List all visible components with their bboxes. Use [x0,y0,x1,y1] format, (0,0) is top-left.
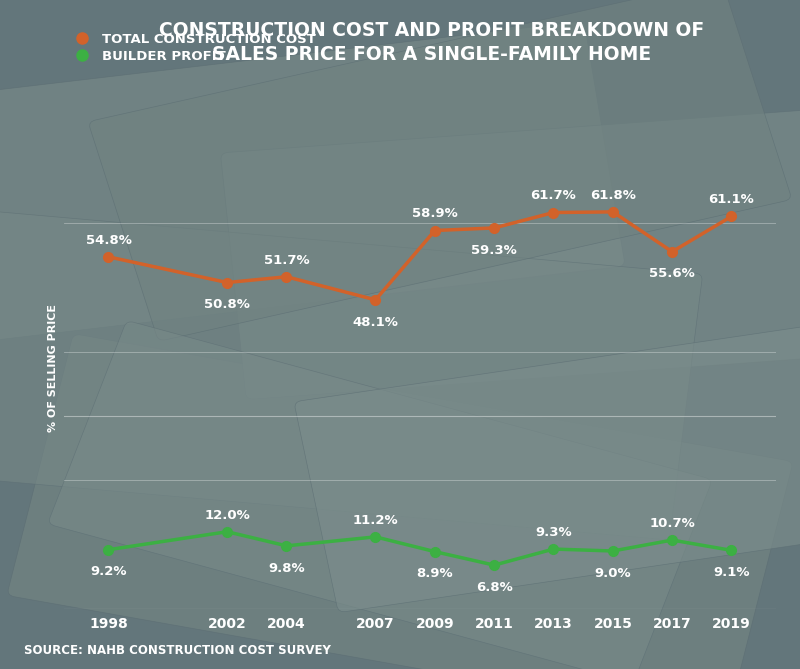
Text: 10.7%: 10.7% [650,517,695,530]
Legend: TOTAL CONSTRUCTION COST, BUILDER PROFIT: TOTAL CONSTRUCTION COST, BUILDER PROFIT [63,27,321,68]
FancyBboxPatch shape [90,0,790,340]
FancyBboxPatch shape [295,325,800,611]
Text: 55.6%: 55.6% [650,268,695,280]
Text: 9.0%: 9.0% [594,567,631,580]
Text: CONSTRUCTION COST AND PROFIT BREAKDOWN OF: CONSTRUCTION COST AND PROFIT BREAKDOWN O… [159,21,705,39]
Text: 51.7%: 51.7% [264,254,310,266]
Text: 59.3%: 59.3% [471,244,517,257]
FancyBboxPatch shape [50,322,710,669]
Text: 9.3%: 9.3% [535,526,572,539]
Text: 9.2%: 9.2% [90,565,126,579]
Text: SALES PRICE FOR A SINGLE-FAMILY HOME: SALES PRICE FOR A SINGLE-FAMILY HOME [213,45,651,64]
Text: 61.7%: 61.7% [530,189,576,202]
Text: 8.9%: 8.9% [417,567,453,580]
Text: 61.1%: 61.1% [709,193,754,206]
Y-axis label: % OF SELLING PRICE: % OF SELLING PRICE [49,304,58,432]
FancyBboxPatch shape [0,21,624,347]
Text: 11.2%: 11.2% [353,514,398,527]
Text: 12.0%: 12.0% [204,508,250,522]
Text: 58.9%: 58.9% [412,207,458,220]
Text: 50.8%: 50.8% [204,298,250,311]
Text: SOURCE: NAHB CONSTRUCTION COST SURVEY: SOURCE: NAHB CONSTRUCTION COST SURVEY [24,644,331,657]
Text: 9.8%: 9.8% [268,561,305,575]
FancyBboxPatch shape [8,334,792,669]
Text: 6.8%: 6.8% [476,581,513,594]
Text: 9.1%: 9.1% [714,566,750,579]
Text: 61.8%: 61.8% [590,189,636,202]
FancyBboxPatch shape [0,210,702,539]
FancyBboxPatch shape [221,103,800,399]
Text: 54.8%: 54.8% [86,233,131,247]
Text: 48.1%: 48.1% [353,316,398,328]
